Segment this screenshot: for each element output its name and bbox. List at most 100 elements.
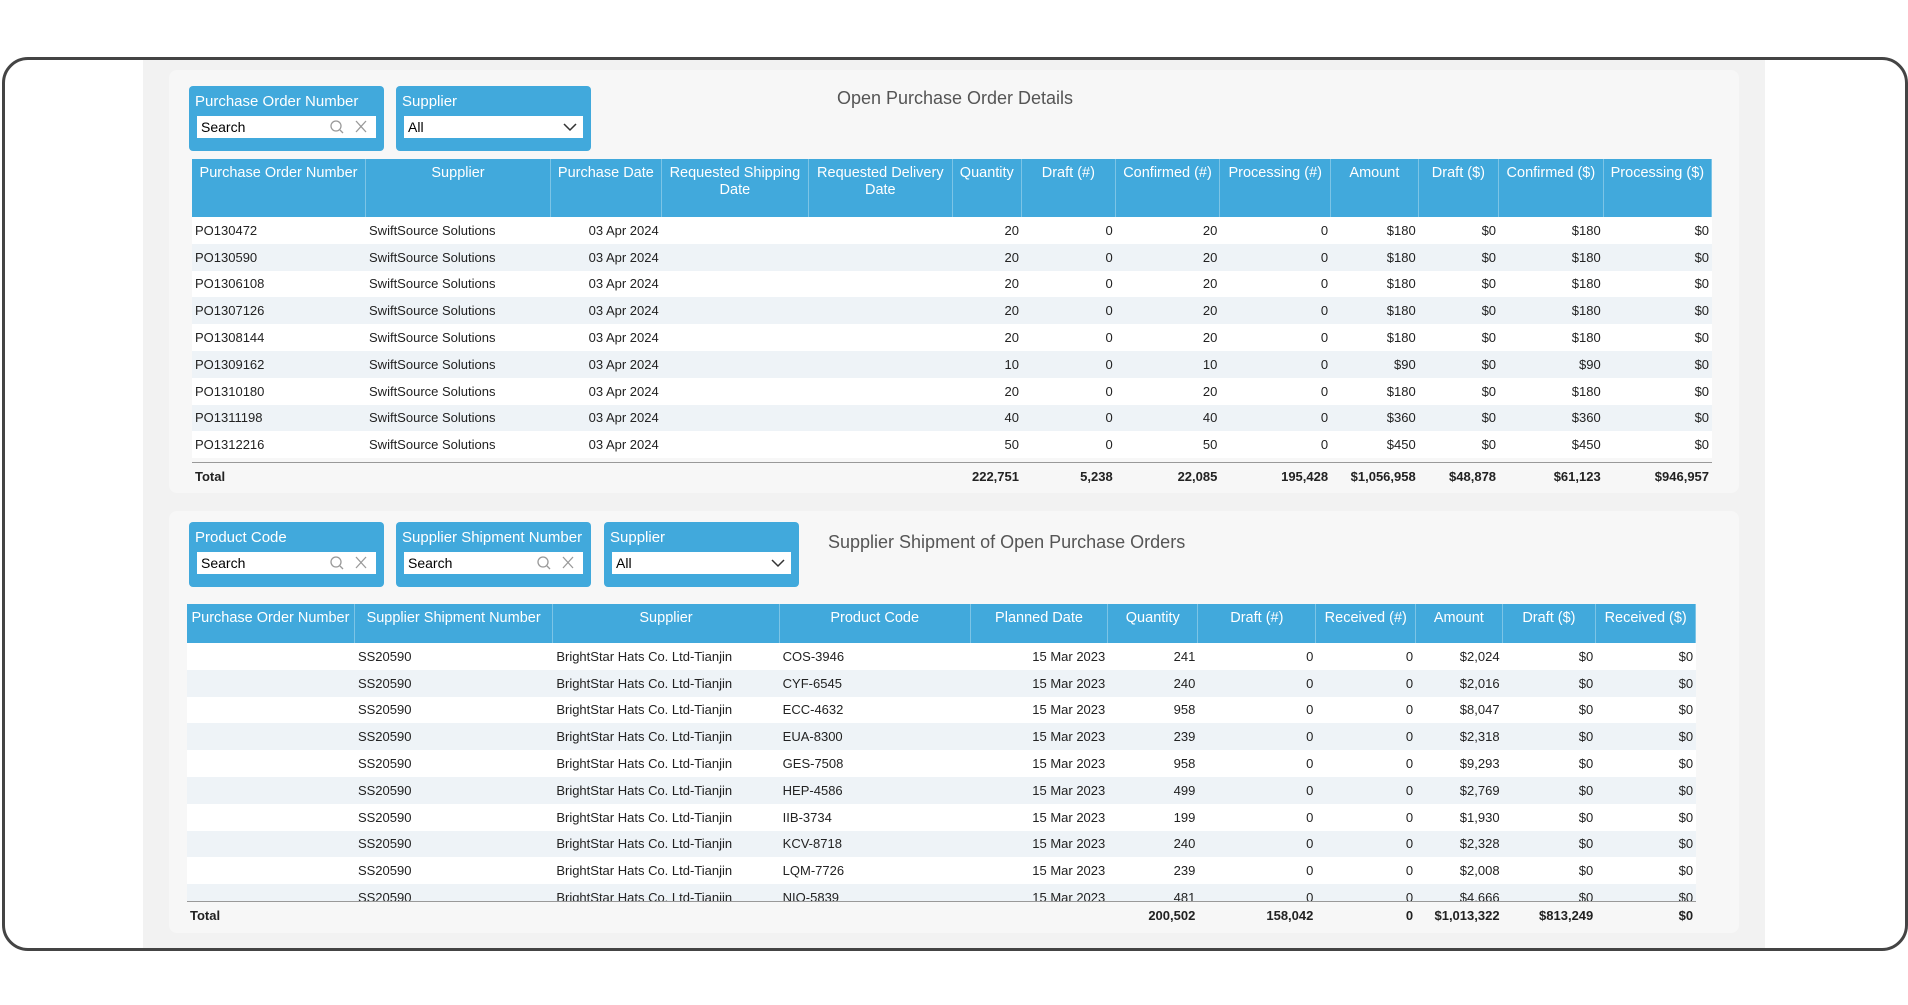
column-header[interactable]: Draft (#) bbox=[1022, 159, 1116, 217]
column-header[interactable]: Purchase Date bbox=[551, 159, 662, 217]
table-cell: $0 bbox=[1578, 890, 1594, 901]
search-box[interactable]: Search bbox=[404, 552, 583, 574]
table-cell: $2,769 bbox=[1459, 782, 1500, 798]
table-cell: 20 bbox=[1202, 222, 1218, 238]
table-cell: $0 bbox=[1678, 836, 1694, 852]
table: Purchase Order Number Supplier Shipment N… bbox=[187, 604, 1697, 931]
dropdown-chevron[interactable] bbox=[561, 119, 579, 135]
table-cell: SS20590 bbox=[357, 702, 412, 718]
dropdown[interactable]: All bbox=[612, 552, 791, 574]
report-canvas: Purchase Order Number Search Supplier All Op… bbox=[143, 60, 1765, 948]
table-cell bbox=[662, 378, 809, 405]
table-cell: 0 bbox=[1306, 729, 1314, 745]
search-icons[interactable] bbox=[535, 555, 579, 571]
table-cell: 15 Mar 2023 bbox=[1032, 809, 1106, 825]
column-header[interactable]: Amount bbox=[1416, 604, 1503, 643]
dropdown-chevron[interactable] bbox=[769, 555, 787, 571]
table-cell: 20 bbox=[1004, 276, 1019, 292]
table-cell: SwiftSource Solutions bbox=[369, 383, 496, 399]
table-cell: 15 Mar 2023 bbox=[1032, 648, 1106, 664]
column-header[interactable]: Received (#) bbox=[1316, 604, 1417, 643]
table-cell: 40 bbox=[1004, 410, 1019, 426]
table-cell bbox=[662, 463, 809, 489]
slicer-label: Supplier bbox=[610, 529, 666, 546]
column-header[interactable]: Supplier bbox=[553, 604, 780, 643]
search-box[interactable]: Search bbox=[197, 116, 376, 138]
table-cell: 240 bbox=[1173, 836, 1196, 852]
column-header[interactable]: Requested Delivery Date bbox=[809, 159, 953, 217]
column-header[interactable]: Product Code bbox=[780, 604, 971, 643]
table-cell: 200,502 bbox=[1148, 907, 1196, 923]
table-cell: 0 bbox=[1405, 782, 1414, 798]
dropdown[interactable]: All bbox=[404, 116, 583, 138]
column-header[interactable]: Purchase Order Number bbox=[192, 159, 367, 217]
column-header[interactable]: Planned Date bbox=[971, 604, 1109, 643]
table-cell bbox=[662, 351, 809, 378]
search-icons[interactable] bbox=[328, 555, 372, 571]
table-row: SS20590 BrightStar Hats Co. Ltd-Tianjin GE… bbox=[187, 750, 1697, 777]
slicer-value: Search bbox=[201, 119, 246, 135]
table-cell: 20 bbox=[1202, 303, 1218, 319]
table-cell: 20 bbox=[1202, 276, 1218, 292]
column-header[interactable]: Purchase Order Number bbox=[187, 604, 355, 643]
column-header[interactable]: Confirmed (#) bbox=[1116, 159, 1221, 217]
total-row: Total 222,751 5,238 22,085 195,428 $1,056,958… bbox=[192, 462, 1713, 489]
table: Purchase Order Number Supplier Purchase Da… bbox=[192, 159, 1713, 492]
column-header[interactable]: Quantity bbox=[1108, 604, 1199, 643]
table-cell bbox=[662, 217, 809, 244]
table-cell: 15 Mar 2023 bbox=[1032, 890, 1106, 901]
table-cell bbox=[809, 378, 953, 405]
table-cell: 15 Mar 2023 bbox=[1032, 863, 1106, 879]
table-cell: 03 Apr 2024 bbox=[588, 410, 659, 426]
table-cell: 0 bbox=[1320, 410, 1329, 426]
column-header[interactable]: Requested Shipping Date bbox=[662, 159, 809, 217]
column-header[interactable]: Draft (#) bbox=[1198, 604, 1317, 643]
table-cell: 15 Mar 2023 bbox=[1032, 756, 1106, 772]
slicer: Supplier All bbox=[604, 522, 799, 587]
slicer-value: Search bbox=[201, 555, 246, 571]
table-cell bbox=[809, 324, 953, 351]
table-cell: $0 bbox=[1481, 437, 1497, 453]
table-row: SS20590 BrightStar Hats Co. Ltd-Tianjin EU… bbox=[187, 723, 1697, 751]
table-cell: 0 bbox=[1105, 437, 1113, 453]
table-cell: PO1306108 bbox=[195, 276, 265, 292]
table-cell: 03 Apr 2024 bbox=[588, 249, 659, 265]
table-cell: $0 bbox=[1578, 729, 1594, 745]
table-cell: 50 bbox=[1004, 437, 1019, 453]
table-cell: $0 bbox=[1578, 675, 1594, 691]
table-cell: PO1307126 bbox=[195, 303, 265, 319]
table-cell bbox=[662, 431, 809, 458]
table-cell: 10 bbox=[1004, 356, 1019, 372]
column-header[interactable]: Amount bbox=[1331, 159, 1419, 217]
column-header[interactable]: Draft ($) bbox=[1503, 604, 1597, 643]
column-header[interactable]: Processing (#) bbox=[1220, 159, 1332, 217]
table-cell: SS20590 bbox=[357, 648, 412, 664]
table-cell: 15 Mar 2023 bbox=[1032, 675, 1106, 691]
table-row: PO1311198 SwiftSource Solutions 03 Apr 202… bbox=[192, 404, 1713, 432]
column-header[interactable]: Supplier Shipment Number bbox=[355, 604, 554, 643]
table-cell: 20 bbox=[1202, 383, 1218, 399]
table-cell: SwiftSource Solutions bbox=[369, 249, 496, 265]
column-header[interactable]: Draft ($) bbox=[1419, 159, 1500, 217]
table-cell: 0 bbox=[1405, 756, 1414, 772]
slicer-label: Supplier bbox=[402, 93, 458, 110]
search-icons[interactable] bbox=[328, 119, 372, 135]
table-cell: 0 bbox=[1405, 836, 1414, 852]
table-row: SS20590 BrightStar Hats Co. Ltd-Tianjin HE… bbox=[187, 777, 1697, 804]
table-cell: SS20590 bbox=[357, 729, 412, 745]
slicer-value: All bbox=[616, 555, 632, 571]
table-cell: 0 bbox=[1105, 303, 1113, 319]
table-cell: BrightStar Hats Co. Ltd-Tianjin bbox=[556, 756, 733, 772]
search-box[interactable]: Search bbox=[197, 552, 376, 574]
table-cell: 0 bbox=[1105, 276, 1113, 292]
column-header[interactable]: Supplier bbox=[366, 159, 551, 217]
column-header[interactable]: Processing ($) bbox=[1604, 159, 1713, 217]
table-cell: EUA-8300 bbox=[782, 729, 843, 745]
column-header[interactable]: Confirmed ($) bbox=[1499, 159, 1604, 217]
table-cell: 0 bbox=[1405, 702, 1414, 718]
table-cell: SS20590 bbox=[357, 809, 412, 825]
table-cell: 20 bbox=[1202, 330, 1218, 346]
column-header[interactable]: Received ($) bbox=[1596, 604, 1697, 643]
table-cell: 0 bbox=[1306, 782, 1314, 798]
column-header[interactable]: Quantity bbox=[953, 159, 1022, 217]
